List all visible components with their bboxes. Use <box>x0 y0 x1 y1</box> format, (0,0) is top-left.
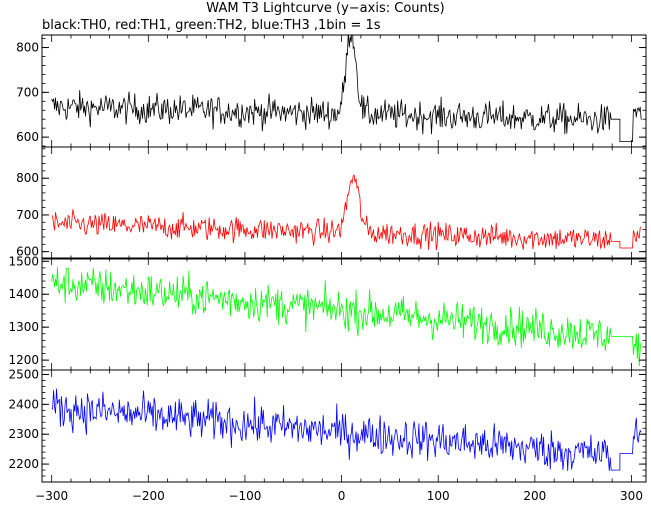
x-tick-label: −100 <box>228 489 261 503</box>
x-tick-label: −300 <box>35 489 68 503</box>
y-tick-label: 800 <box>16 41 39 55</box>
y-tick-label: 2500 <box>8 367 39 381</box>
x-tick-label: 300 <box>620 489 643 503</box>
y-tick-label: 700 <box>16 85 39 99</box>
y-tick-label: 2400 <box>8 397 39 411</box>
chart-subtitle: black:TH0, red:TH1, green:TH2, blue:TH3 … <box>42 18 381 33</box>
panel-frame-th1 <box>41 146 647 260</box>
y-tick-label: 2300 <box>8 427 39 441</box>
x-tick-label: 200 <box>523 489 546 503</box>
y-tick-label: 1500 <box>8 254 39 268</box>
y-tick-label: 1400 <box>8 287 39 301</box>
panel-frame-th3 <box>41 369 647 483</box>
series-th1-line <box>51 174 642 251</box>
x-tick-label: 0 <box>338 489 346 503</box>
series-th2-line <box>51 267 642 367</box>
series-th3-line <box>51 388 642 472</box>
y-tick-label: 700 <box>16 208 39 222</box>
y-tick-label: 800 <box>16 171 39 185</box>
x-tick-label: −200 <box>132 489 165 503</box>
y-tick-label: 1300 <box>8 320 39 334</box>
chart-title: WAM T3 Lightcurve (y−axis: Counts) <box>206 1 445 16</box>
y-tick-label: 600 <box>16 245 39 259</box>
series-th0-line <box>51 35 642 142</box>
panel-frame-th0 <box>41 34 647 148</box>
y-tick-label: 600 <box>16 130 39 144</box>
y-tick-label: 2200 <box>8 457 39 471</box>
panel-frame-th2 <box>41 257 647 371</box>
x-tick-label: 100 <box>427 489 450 503</box>
y-tick-label: 1200 <box>8 353 39 367</box>
